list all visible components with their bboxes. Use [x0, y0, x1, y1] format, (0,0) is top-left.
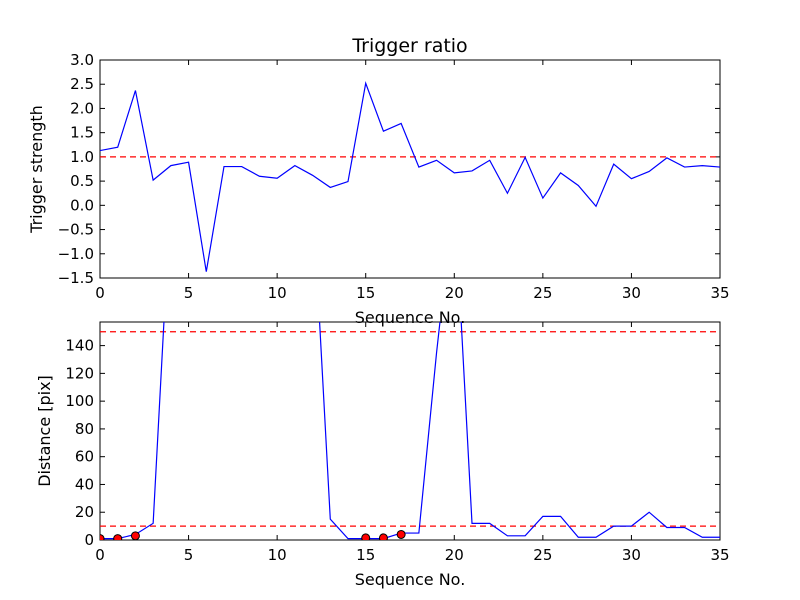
- top-y-tick-label: 3.0: [70, 51, 94, 69]
- top-y-tick-label: 0.5: [70, 172, 94, 190]
- top-x-axis-label: Sequence No.: [355, 308, 466, 327]
- top-axes-frame: [99, 59, 721, 279]
- top-chart-title: Trigger ratio: [351, 35, 467, 57]
- top-plot-area: [100, 80, 720, 272]
- bottom-marker-point: [396, 529, 406, 539]
- top-series-line: [100, 80, 720, 272]
- top-y-axis-label: Trigger strength: [27, 105, 46, 234]
- bottom-y-tick-label: 0: [84, 531, 94, 549]
- bottom-x-tick-label: 0: [95, 546, 105, 564]
- top-y-tick-label: −1.5: [58, 269, 94, 287]
- bottom-y-tick-label: 60: [75, 448, 94, 466]
- bottom-y-tick-label: 40: [75, 475, 94, 493]
- bottom-x-tick-label: 5: [184, 546, 194, 564]
- top-x-tick-label: 35: [710, 284, 729, 302]
- bottom-marker-point: [378, 533, 388, 540]
- bottom-x-axis-label: Sequence No.: [355, 570, 466, 589]
- bottom-y-tick-label: 120: [65, 364, 94, 382]
- top-y-tick-label: 0.0: [70, 196, 94, 214]
- bottom-series-line: [100, 322, 720, 540]
- bottom-marker-point: [130, 531, 140, 540]
- bottom-x-tick-label: 10: [268, 546, 287, 564]
- top-y-tick-label: −1.0: [58, 245, 94, 263]
- bottom-y-tick-label: 140: [65, 337, 94, 355]
- top-x-tick-label: 25: [533, 284, 552, 302]
- top-y-tick-label: 1.0: [70, 148, 94, 166]
- top-x-tick-label: 20: [445, 284, 464, 302]
- top-y-tick-label: 1.5: [70, 124, 94, 142]
- bottom-y-tick-label: 100: [65, 392, 94, 410]
- top-x-tick-label: 30: [622, 284, 641, 302]
- bottom-y-tick-label: 80: [75, 420, 94, 438]
- top-y-tick-label: 2.0: [70, 99, 94, 117]
- top-chart-panel: 0 5 10 15 20 25 30 35 −1.5 −1.0 −0.5 0.0 0.5 1.0 1.5 2.…: [27, 51, 730, 327]
- bottom-x-tick-label: 25: [533, 546, 552, 564]
- top-x-tick-label: 5: [184, 284, 194, 302]
- bottom-chart-panel: 0 5 10 15 20 25 30 35 0 20 40 60 80 100 120 140 Sequence…: [35, 321, 730, 589]
- bottom-marker-point: [100, 534, 105, 540]
- bottom-x-tick-label: 15: [356, 546, 375, 564]
- bottom-y-tick-label: 20: [75, 503, 94, 521]
- bottom-plot-area: [100, 322, 720, 540]
- bottom-x-tick-label: 20: [445, 546, 464, 564]
- top-y-tick-label: 2.5: [70, 75, 94, 93]
- bottom-marker-point: [113, 534, 123, 540]
- bottom-axes-frame: [99, 321, 721, 541]
- bottom-marker-point: [361, 533, 371, 540]
- top-x-tick-label: 0: [95, 284, 105, 302]
- top-x-tick-label: 10: [268, 284, 287, 302]
- top-y-tick-label: −0.5: [58, 221, 94, 239]
- bottom-y-axis-label: Distance [pix]: [35, 375, 54, 487]
- bottom-x-tick-label: 30: [622, 546, 641, 564]
- top-x-tick-label: 15: [356, 284, 375, 302]
- bottom-x-tick-label: 35: [710, 546, 729, 564]
